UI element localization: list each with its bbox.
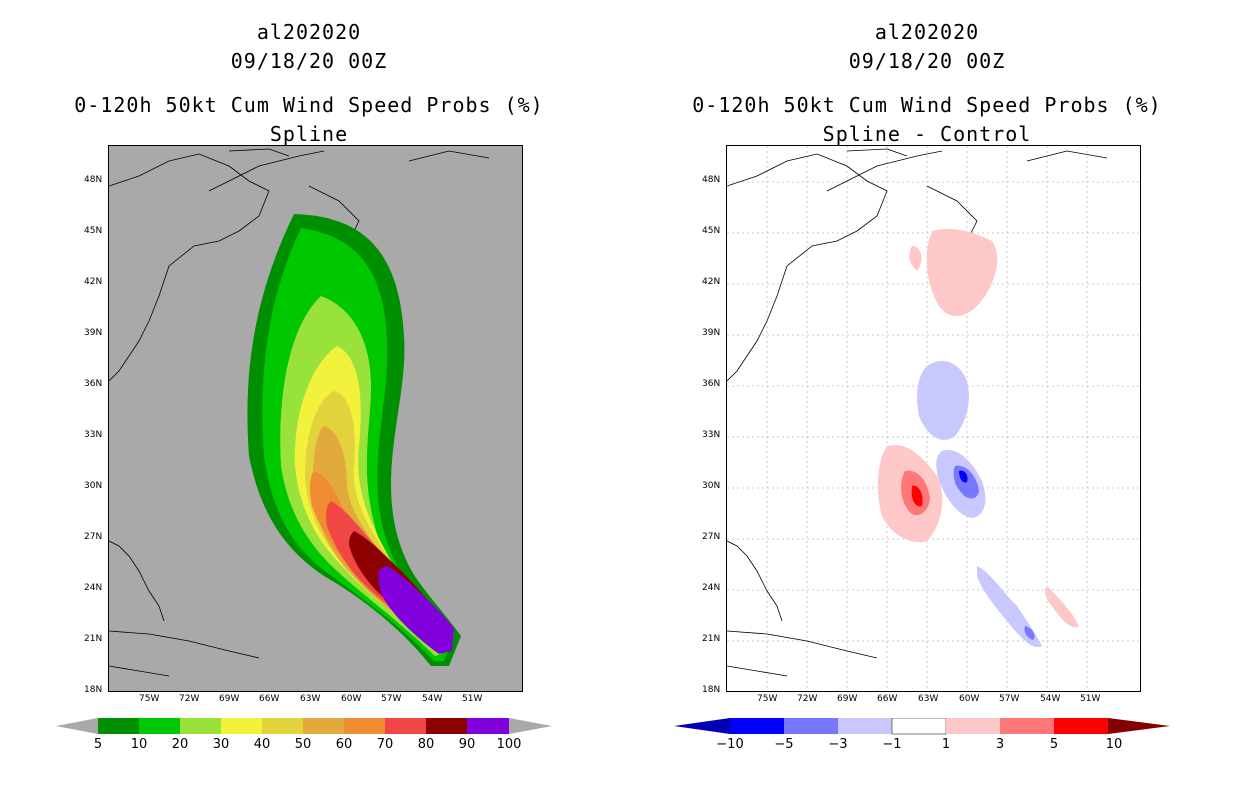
lat-label: 24N <box>702 583 721 593</box>
lat-label: 24N <box>84 583 103 593</box>
colorbar-label: 70 <box>376 737 394 752</box>
lat-label: 27N <box>702 532 721 542</box>
colorbar-label: 3 <box>995 737 1005 752</box>
lat-label: 18N <box>702 685 721 695</box>
left-panel: al202020 09/18/20 00Z 0-120h 50kt Cum Wi… <box>56 20 552 752</box>
lon-label: 54W <box>1040 694 1061 704</box>
colorbar-label: 1 <box>941 737 951 752</box>
right-panel: al202020 09/18/20 00Z 0-120h 50kt Cum Wi… <box>618 0 1236 800</box>
right-colorbar <box>674 718 1170 735</box>
lon-label: 66W <box>259 694 280 704</box>
lat-label: 39N <box>84 328 103 338</box>
left-map: 48N 45N 42N 39N 36N 33N 30N 27N 24N 21N … <box>108 145 523 692</box>
lon-label: 54W <box>422 694 443 704</box>
left-probability-contours <box>109 148 490 677</box>
lat-label: 36N <box>702 379 721 389</box>
lon-label: 57W <box>999 694 1020 704</box>
lon-label: 75W <box>757 694 778 704</box>
lon-label: 51W <box>462 694 483 704</box>
left-coastline <box>109 148 490 677</box>
lat-label: 45N <box>702 226 721 236</box>
right-gridlines <box>727 146 1140 691</box>
lat-label: 21N <box>84 634 103 644</box>
right-coastline <box>727 148 1108 677</box>
colorbar-label: 40 <box>253 737 271 752</box>
colorbar-label: −3 <box>828 737 848 752</box>
colorbar-label: 80 <box>417 737 435 752</box>
lat-label: 42N <box>702 277 721 287</box>
lat-label: 36N <box>84 379 103 389</box>
colorbar-label: 5 <box>1049 737 1059 752</box>
lon-label: 60W <box>959 694 980 704</box>
lat-label: 33N <box>84 430 103 440</box>
colorbar-label: 10 <box>130 737 148 752</box>
colorbar-label: 50 <box>294 737 312 752</box>
colorbar-label: 10 <box>1105 737 1123 752</box>
right-product-title: 0-120h 50kt Cum Wind Speed Probs (%) <box>692 93 1162 117</box>
lon-label: 63W <box>300 694 321 704</box>
colorbar-label: −10 <box>716 737 744 752</box>
lon-label: 72W <box>797 694 818 704</box>
left-storm-id: al202020 <box>256 20 362 44</box>
lon-label: 66W <box>877 694 898 704</box>
colorbar-label: 30 <box>212 737 230 752</box>
lat-label: 39N <box>702 328 721 338</box>
colorbar-label: 20 <box>171 737 189 752</box>
right-subtitle: Spline - Control <box>822 122 1032 146</box>
lon-label: 60W <box>341 694 362 704</box>
colorbar-label: 60 <box>335 737 353 752</box>
colorbar-label: −5 <box>774 737 794 752</box>
lat-label: 27N <box>84 532 103 542</box>
lon-label: 75W <box>139 694 160 704</box>
lon-label: 69W <box>837 694 858 704</box>
lat-label: 42N <box>84 277 103 287</box>
lon-label: 69W <box>219 694 240 704</box>
left-time: 09/18/20 00Z <box>230 49 388 73</box>
lat-label: 33N <box>702 430 721 440</box>
lon-label: 72W <box>179 694 200 704</box>
left-colorbar <box>56 718 552 734</box>
lon-label: 63W <box>918 694 939 704</box>
lat-label: 30N <box>702 481 721 491</box>
lat-label: 45N <box>84 226 103 236</box>
right-map <box>726 145 1141 692</box>
right-storm-id: al202020 <box>874 20 980 44</box>
lat-label: 18N <box>84 685 103 695</box>
lon-label: 57W <box>381 694 402 704</box>
lat-label: 30N <box>84 481 103 491</box>
right-time: 09/18/20 00Z <box>848 49 1006 73</box>
left-subtitle: Spline <box>269 122 349 146</box>
colorbar-label: 90 <box>458 737 476 752</box>
lon-label: 51W <box>1080 694 1101 704</box>
lat-label: 48N <box>702 175 721 185</box>
colorbar-label: −1 <box>882 737 902 752</box>
lat-label: 48N <box>84 175 103 185</box>
right-difference-contours <box>727 146 1140 691</box>
colorbar-label: 100 <box>496 737 522 752</box>
left-product-title: 0-120h 50kt Cum Wind Speed Probs (%) <box>74 93 544 117</box>
lat-label: 21N <box>702 634 721 644</box>
colorbar-label: 5 <box>93 737 103 752</box>
